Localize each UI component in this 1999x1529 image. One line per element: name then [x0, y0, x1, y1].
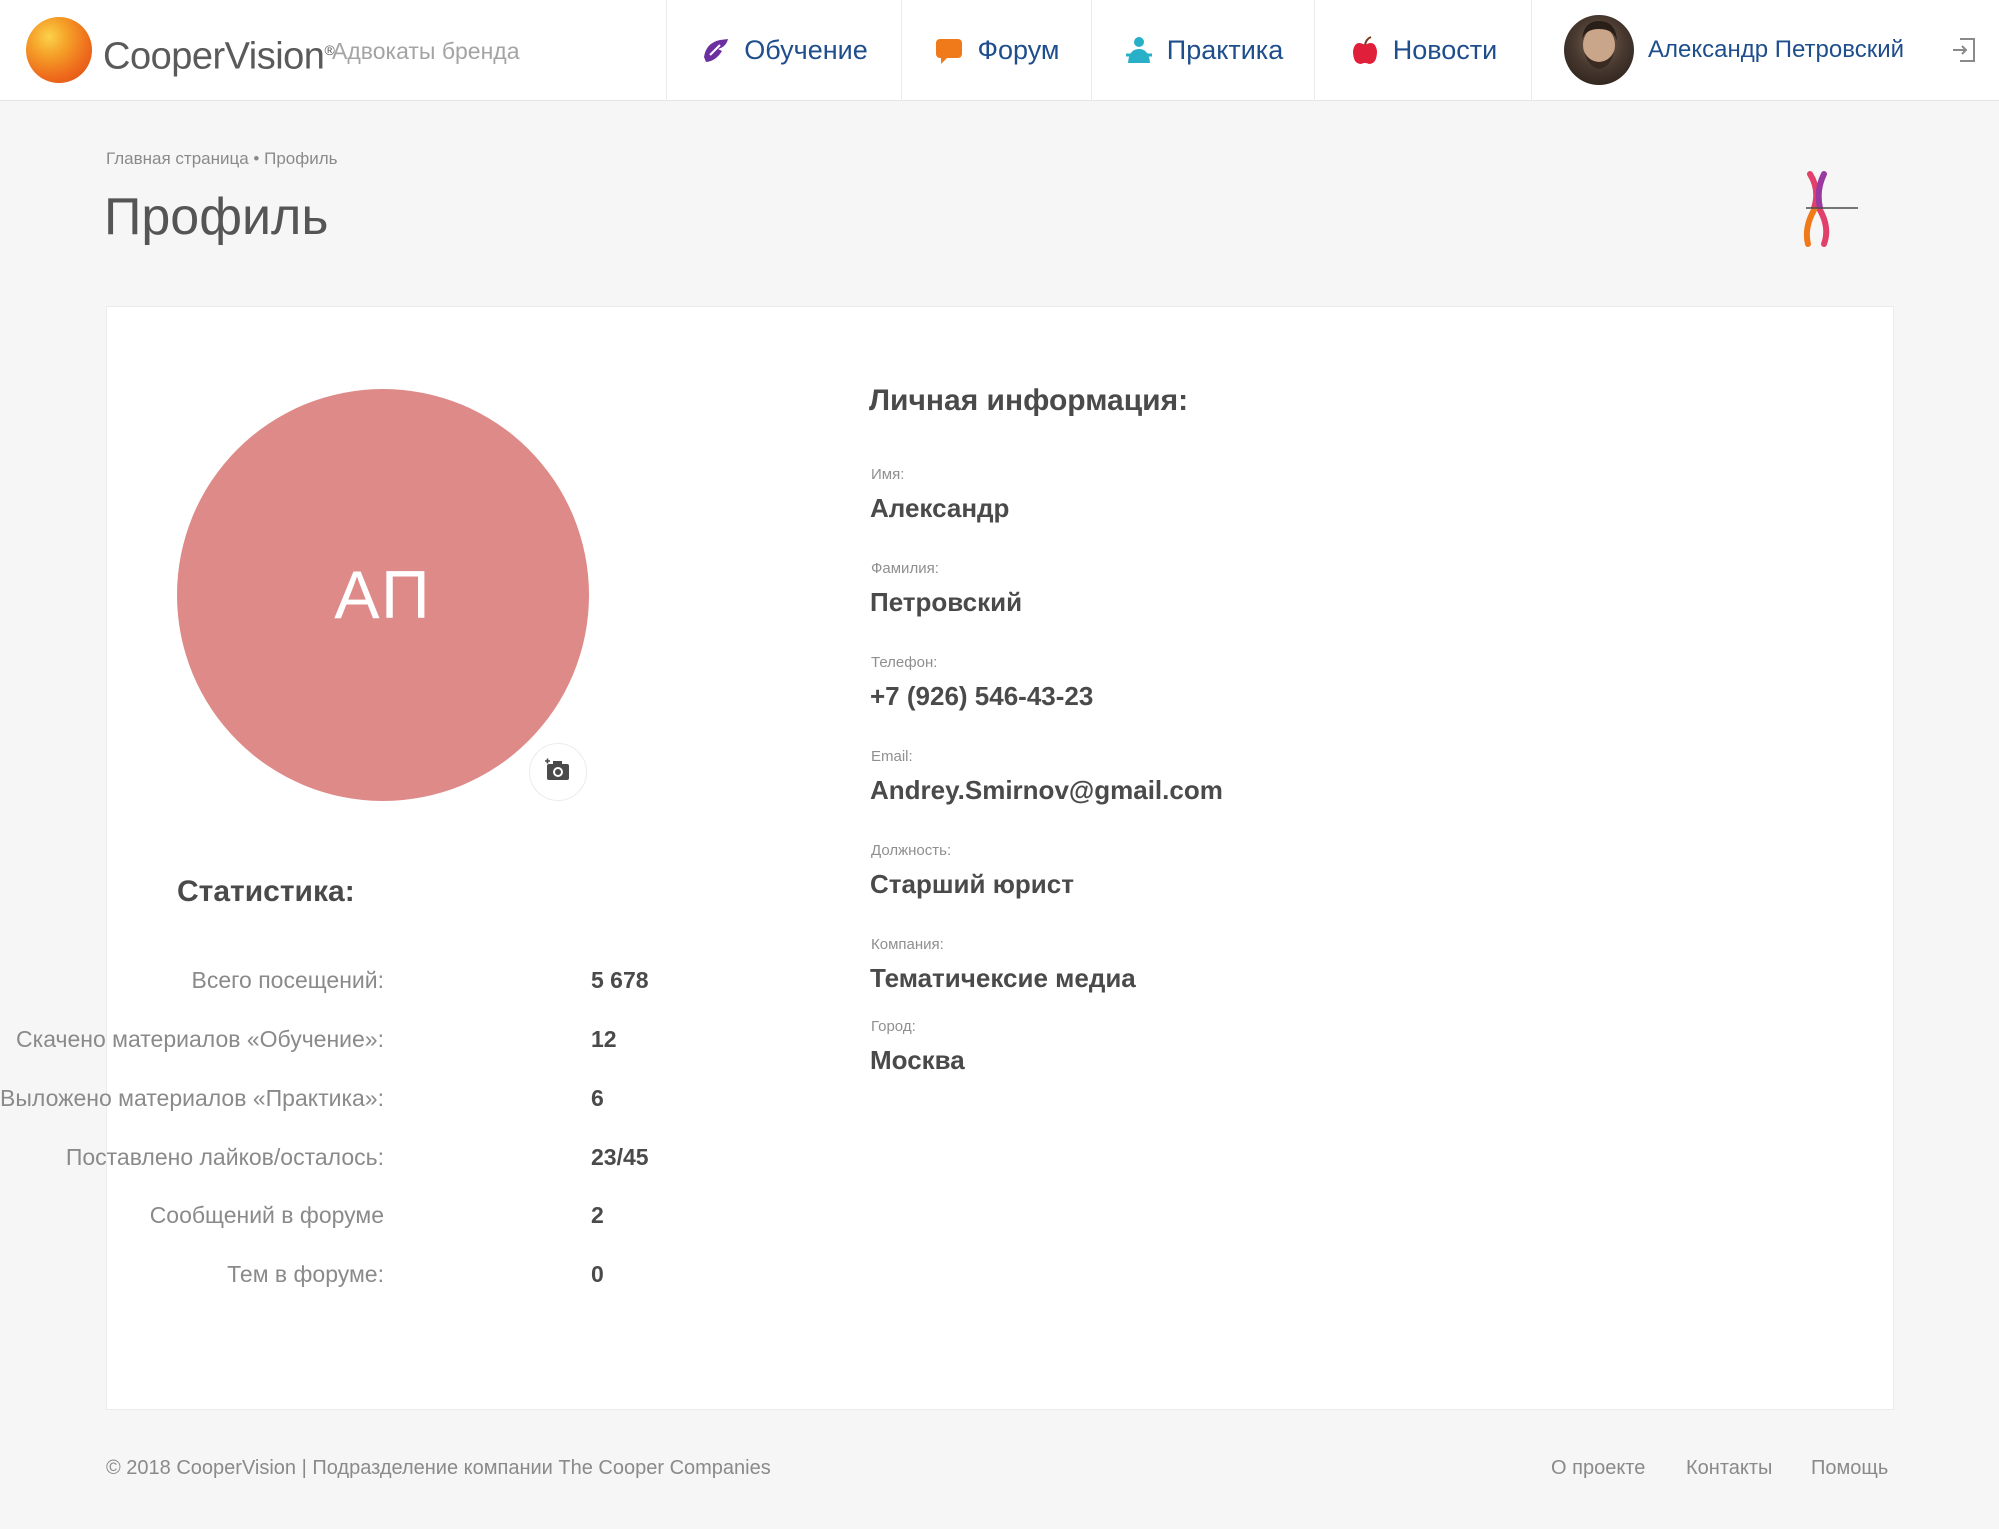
page-title: Профиль [104, 188, 329, 246]
field-label-email: Email: [871, 748, 913, 765]
stat-label: Всего посещений: [191, 967, 384, 993]
field-value-city: Москва [870, 1045, 965, 1075]
logout-icon[interactable] [1950, 36, 1978, 64]
field-label-last-name: Фамилия: [871, 560, 939, 577]
field-value-email: Andrey.Smirnov@gmail.com [870, 775, 1223, 805]
field-value-position: Старший юрист [870, 869, 1074, 899]
stat-value: 0 [591, 1261, 604, 1287]
profile-card: АП Статистика: Всего посещений: 5 678 Ск… [0, 306, 1894, 1410]
stat-label: Выложено материалов «Практика»: [0, 1085, 384, 1111]
stat-value: 23/45 [591, 1144, 649, 1170]
stat-label: Тем в форуме: [227, 1261, 384, 1287]
field-value-phone: +7 (926) 546-43-23 [870, 681, 1094, 711]
stat-value: 6 [591, 1085, 604, 1111]
nav-item-forum[interactable]: Форум [901, 0, 1091, 101]
field-value-last-name: Петровский [870, 587, 1023, 617]
nav-item-practice[interactable]: Практика [1091, 0, 1314, 101]
field-value-first-name: Александр [870, 493, 1010, 523]
stat-value: 12 [591, 1026, 617, 1052]
coopervision-logo-icon[interactable] [26, 17, 92, 83]
speech-bubble-icon [933, 35, 965, 67]
stat-value: 2 [591, 1202, 604, 1228]
personal-info-title: Личная информация: [869, 384, 1189, 417]
apple-icon [1349, 35, 1381, 67]
nav-item-label: Обучение [744, 35, 868, 65]
top-header: CooperVision® Адвокаты бренда Обучение Ф… [0, 0, 1999, 101]
stat-label: Скачено материалов «Обучение»: [16, 1026, 384, 1052]
stat-row: Всего посещений: 5 678 [107, 963, 807, 997]
footer-link-about[interactable]: О проекте [1551, 1457, 1646, 1479]
nav-item-learning[interactable]: Обучение [666, 0, 901, 101]
field-value-company: Тематичексие медиа [870, 963, 1136, 993]
camera-icon [544, 757, 572, 788]
stat-row: Сообщений в форуме 2 [107, 1198, 807, 1232]
profile-initials: АП [334, 557, 432, 633]
user-name[interactable]: Александр Петровский [1648, 36, 1905, 63]
brand-subtitle: Адвокаты бренда [332, 38, 520, 64]
field-label-phone: Телефон: [871, 654, 938, 671]
graduation-cap-icon [700, 35, 732, 67]
stat-value: 5 678 [591, 967, 649, 993]
nav-item-label: Новости [1392, 35, 1498, 65]
user-avatar[interactable] [1564, 15, 1634, 85]
field-label-first-name: Имя: [871, 466, 905, 483]
nav-item-label: Форум [977, 35, 1060, 65]
footer-copyright: © 2018 CooperVision | Подразделение комп… [106, 1457, 771, 1479]
field-label-position: Должность: [871, 842, 952, 859]
footer-link-help[interactable]: Помощь [1811, 1457, 1889, 1479]
nav-item-news[interactable]: Новости [1314, 0, 1531, 101]
dragonfly-icon [1790, 170, 1860, 250]
field-label-company: Компания: [871, 936, 944, 953]
field-label-city: Город: [871, 1018, 916, 1035]
stats-title: Статистика: [177, 875, 355, 908]
stat-label: Поставлено лайков/осталось: [65, 1144, 384, 1170]
stat-row: Скачено материалов «Обучение»: 12 [16, 1022, 807, 1056]
person-icon [1123, 35, 1155, 67]
stat-row: Выложено материалов «Практика»: 6 [0, 1081, 807, 1115]
stat-label: Сообщений в форуме [149, 1202, 384, 1228]
change-photo-button[interactable] [529, 743, 587, 801]
stat-row: Тем в форуме: 0 [107, 1257, 807, 1291]
footer-link-contacts[interactable]: Контакты [1686, 1457, 1773, 1479]
brand-name[interactable]: CooperVision® [103, 35, 335, 78]
breadcrumb[interactable]: Главная страница • Профиль [106, 149, 338, 168]
nav-item-label: Практика [1166, 35, 1284, 65]
stat-row: Поставлено лайков/осталось: 23/45 [66, 1140, 807, 1174]
nav-divider [1531, 0, 1532, 101]
profile-avatar: АП [177, 389, 589, 801]
